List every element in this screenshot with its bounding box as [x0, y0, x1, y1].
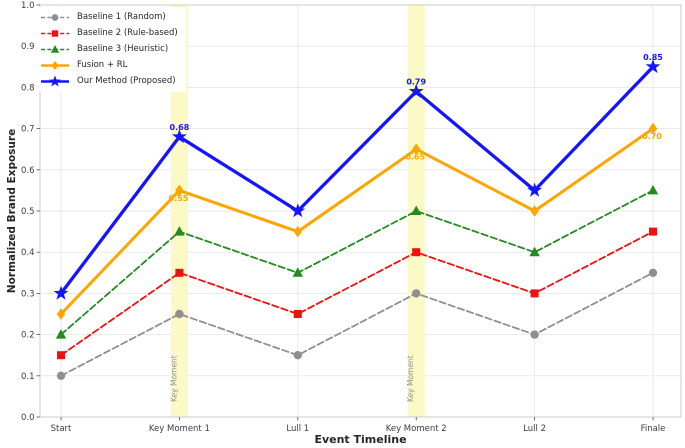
y-tick-label: 0.9	[21, 42, 35, 52]
y-tick-label: 0.4	[21, 248, 35, 258]
legend-line-sample	[41, 30, 69, 37]
diamond-marker-icon	[648, 122, 658, 135]
square-marker-icon	[649, 227, 657, 236]
square-marker-icon	[530, 289, 539, 298]
star-marker-icon	[408, 83, 424, 98]
legend-label: Baseline 3 (Heuristic)	[77, 44, 169, 54]
x-tick-label: Key Moment 2	[386, 424, 447, 434]
key-moment-band-label: Key Moment	[169, 355, 178, 402]
series-line-circle	[60, 271, 654, 377]
star-marker-icon	[171, 129, 187, 144]
y-tick-label: 0.5	[21, 207, 35, 217]
triangle-marker-icon	[529, 246, 540, 257]
diamond-marker-icon	[56, 308, 66, 320]
series-line-diamond	[59, 127, 655, 316]
y-tick-label: 0.0	[21, 413, 35, 423]
x-tick-label: Lull 1	[286, 424, 309, 434]
data-point-value-label: 0.70	[642, 132, 662, 141]
legend-item: Baseline 3 (Heuristic)	[40, 43, 178, 56]
key-moment-band-label: Key Moment	[406, 355, 415, 402]
circle-marker-icon	[56, 371, 66, 380]
star-marker-icon	[53, 285, 69, 300]
y-tick-label: 1.0	[21, 1, 35, 11]
circle-marker-icon	[51, 14, 59, 21]
data-point-value-label: 0.68	[170, 123, 190, 132]
circle-marker-icon	[530, 330, 539, 339]
triangle-marker-icon	[647, 184, 659, 195]
x-axis-title: Event Timeline	[314, 433, 407, 446]
legend-label: Fusion + RL	[77, 60, 128, 70]
legend-item: Baseline 2 (Rule-based)	[40, 27, 178, 40]
legend-label: Our Method (Proposed)	[77, 76, 176, 86]
triangle-marker-icon	[292, 267, 303, 277]
data-point-value-label: 0.85	[643, 53, 663, 62]
legend: Baseline 1 (Random) Baseline 2 (Rule-base…	[36, 7, 186, 92]
legend-line-sample	[41, 14, 69, 21]
series-line-triangle-up	[60, 189, 654, 336]
y-tick-label: 0.7	[21, 125, 35, 135]
y-axis-title: Normalized Brand Exposure	[6, 128, 18, 294]
diamond-marker-icon	[293, 225, 302, 238]
star-marker-icon	[645, 59, 661, 74]
square-marker-icon	[175, 268, 184, 277]
data-point-value-label: 0.55	[169, 194, 189, 203]
y-tick-label: 0.6	[21, 166, 35, 176]
circle-marker-icon	[412, 289, 421, 298]
key-moment-highlight-band	[170, 5, 188, 417]
square-marker-icon	[412, 248, 421, 257]
series-line-star	[59, 65, 655, 296]
square-marker-icon	[51, 30, 59, 37]
legend-line-sample	[41, 60, 69, 71]
legend-item: Our Method (Proposed)	[40, 75, 178, 88]
circle-marker-icon	[648, 268, 658, 277]
square-marker-icon	[293, 310, 302, 318]
diamond-marker-icon	[412, 143, 421, 155]
circle-marker-icon	[175, 309, 184, 319]
x-tick-label: Lull 2	[523, 424, 546, 434]
triangle-marker-icon	[174, 226, 185, 236]
series-line-square	[60, 230, 654, 357]
triangle-marker-icon	[50, 45, 60, 53]
data-point-value-label: 0.65	[405, 153, 425, 162]
circle-marker-icon	[293, 351, 302, 360]
y-tick-label: 0.8	[21, 83, 35, 93]
legend-label: Baseline 2 (Rule-based)	[77, 28, 178, 38]
legend-line-sample	[41, 75, 69, 87]
legend-label: Baseline 1 (Random)	[77, 12, 166, 22]
star-marker-icon	[49, 75, 61, 87]
diamond-marker-icon	[51, 60, 59, 71]
triangle-marker-icon	[55, 329, 67, 339]
y-tick-label: 0.3	[21, 289, 35, 299]
y-tick-label: 0.2	[21, 331, 35, 341]
x-tick-label: Finale	[641, 424, 666, 434]
x-tick-label: Start	[51, 424, 72, 434]
star-marker-icon	[527, 182, 543, 197]
x-tick-label: Key Moment 1	[149, 424, 210, 434]
legend-item: Fusion + RL	[40, 59, 178, 72]
diamond-marker-icon	[175, 184, 184, 197]
diamond-marker-icon	[530, 205, 539, 217]
y-tick-label: 0.1	[21, 372, 35, 382]
legend-line-sample	[41, 45, 69, 53]
legend-item: Baseline 1 (Random)	[40, 11, 178, 24]
star-marker-icon	[290, 203, 306, 218]
data-point-value-label: 0.79	[406, 78, 426, 87]
triangle-marker-icon	[411, 205, 422, 215]
square-marker-icon	[57, 351, 65, 360]
